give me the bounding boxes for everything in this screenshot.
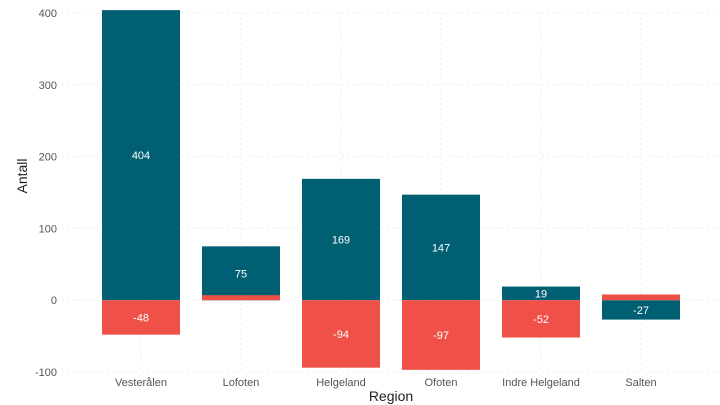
bar-segment: [502, 300, 580, 338]
bar-value-label: 19: [535, 288, 547, 300]
bar-segment: [302, 178, 380, 301]
bar-value-label: 75: [235, 268, 247, 280]
x-tick-label: Ofoten: [424, 377, 457, 389]
bar-segment: [202, 246, 280, 301]
bar-value-label: -97: [433, 330, 449, 342]
y-tick-label: 200: [39, 152, 57, 164]
x-tick-label: Lofoten: [223, 377, 260, 389]
x-axis-title: Region: [369, 388, 413, 404]
y-axis-title: Antall: [14, 158, 30, 193]
y-tick-label: 0: [51, 295, 57, 307]
bar-value-label: 147: [432, 242, 450, 254]
bars: [102, 10, 680, 370]
x-axis-ticks: Vesterålen Lofoten Helgeland Ofoten Indre He…: [115, 377, 657, 389]
bar-segment: [202, 295, 280, 301]
y-tick-label: 300: [39, 80, 57, 92]
y-tick-label: 100: [39, 223, 57, 235]
bar-value-label: -27: [633, 305, 649, 317]
bar-segment: [602, 294, 680, 301]
bar-segment: [402, 194, 480, 301]
bar-value-label: 404: [132, 150, 150, 162]
y-tick-label: -100: [35, 367, 57, 379]
bar-segment: [602, 300, 680, 320]
bar-segment: [102, 10, 180, 301]
x-tick-label: Vesterålen: [115, 377, 167, 389]
bar-segment: [102, 300, 180, 335]
bar-value-label: -48: [133, 312, 149, 324]
bar-segment: [502, 286, 580, 301]
x-tick-label: Salten: [625, 377, 656, 389]
y-tick-label: 400: [39, 8, 57, 20]
bar-segment: [302, 300, 380, 368]
y-axis-ticks: -100 0 100 200 300 400: [35, 8, 57, 379]
x-tick-label: Helgeland: [316, 377, 366, 389]
bar-value-label: 169: [332, 235, 350, 247]
x-tick-label: Indre Helgeland: [502, 377, 580, 389]
bar-segment: [402, 300, 480, 370]
data-labels: 404 75 169 147 19 -27 -48 -94 -97 -52: [132, 150, 649, 342]
bar-value-label: -52: [533, 314, 549, 326]
bar-value-label: -94: [333, 329, 349, 341]
